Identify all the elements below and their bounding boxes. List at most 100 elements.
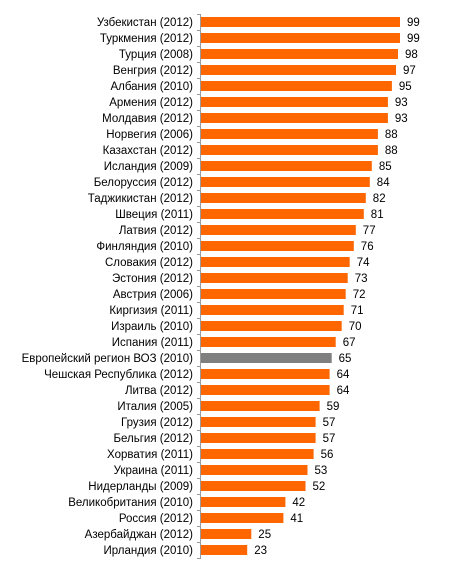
category-label: Нидерланды (2009) (88, 481, 193, 493)
value-label: 59 (327, 401, 340, 413)
bar (201, 273, 348, 283)
value-label: 57 (323, 433, 336, 445)
category-label: Австрия (2006) (113, 289, 193, 301)
bar (201, 321, 342, 331)
value-label: 70 (349, 321, 362, 333)
value-label: 95 (399, 81, 412, 93)
category-label: Исландия (2009) (104, 161, 193, 173)
bar (201, 129, 378, 139)
value-label: 73 (355, 273, 368, 285)
bar (201, 161, 372, 171)
value-label: 88 (385, 129, 398, 141)
bar (201, 385, 330, 395)
value-label: 57 (323, 417, 336, 429)
value-label: 76 (361, 241, 374, 253)
category-label: Испания (2011) (112, 337, 193, 349)
category-label: Россия (2012) (119, 513, 193, 525)
category-label: Таджикистан (2012) (88, 193, 193, 205)
value-label: 99 (407, 17, 420, 29)
bar (201, 81, 392, 91)
bar (201, 17, 400, 27)
category-label: Европейский регион ВОЗ (2010) (22, 353, 194, 365)
value-label: 77 (363, 225, 376, 237)
category-label: Италия (2005) (117, 401, 193, 413)
category-label: Латвия (2012) (119, 225, 193, 237)
bars (201, 17, 400, 555)
bar (201, 481, 306, 491)
bar (201, 433, 316, 443)
category-label: Финляндия (2010) (96, 241, 193, 253)
value-label: 65 (339, 353, 352, 365)
bar (201, 241, 354, 251)
value-label: 64 (337, 385, 350, 397)
bar (201, 257, 350, 267)
value-label: 85 (379, 161, 392, 173)
category-label: Венгрия (2012) (113, 65, 193, 77)
bar (201, 49, 398, 59)
value-label: 53 (315, 465, 328, 477)
category-label: Израиль (2010) (111, 321, 193, 333)
bar (201, 337, 336, 347)
category-label: Киргизия (2011) (109, 305, 193, 317)
category-label: Чешская Республика (2012) (44, 369, 193, 381)
bar (201, 449, 314, 459)
category-label: Норвегия (2006) (106, 129, 193, 141)
bar (201, 545, 248, 555)
value-label: 82 (373, 193, 386, 205)
category-labels: Узбекистан (2012) Туркмения (2012) Турция … (22, 17, 194, 557)
category-label: Бельгия (2012) (113, 433, 193, 445)
value-label: 81 (371, 209, 384, 221)
value-labels: 99 99 98 97 95 93 93 88 88 85 84 82 81 77 76 74 73 72 71 70… (254, 17, 420, 557)
value-label: 41 (290, 513, 303, 525)
category-label: Великобритания (2010) (68, 497, 193, 509)
category-label: Албания (2010) (110, 81, 193, 93)
bar (201, 305, 344, 315)
bar (201, 145, 378, 155)
bar (201, 497, 286, 507)
bar (201, 193, 366, 203)
bar (201, 417, 316, 427)
value-label: 71 (351, 305, 364, 317)
bar (201, 529, 252, 539)
bar (201, 33, 400, 43)
bar (201, 65, 396, 75)
category-label: Швеция (2011) (115, 209, 193, 221)
category-ticks (197, 14, 201, 559)
bar-highlight (201, 353, 332, 363)
value-label: 74 (357, 257, 370, 269)
bar (201, 369, 330, 379)
value-label: 88 (385, 145, 398, 157)
value-label: 52 (313, 481, 326, 493)
bar (201, 225, 356, 235)
bar (201, 113, 388, 123)
value-label: 42 (292, 497, 305, 509)
value-label: 56 (321, 449, 334, 461)
value-label: 67 (343, 337, 356, 349)
bar (201, 465, 308, 475)
bar (201, 209, 364, 219)
value-label: 23 (254, 545, 267, 557)
value-label: 99 (407, 33, 420, 45)
value-label: 84 (377, 177, 390, 189)
value-label: 72 (353, 289, 366, 301)
category-label: Азербайджан (2012) (85, 529, 194, 541)
category-label: Словакия (2012) (105, 257, 193, 269)
bar (201, 289, 346, 299)
category-label: Эстония (2012) (112, 273, 193, 285)
category-label: Казахстан (2012) (103, 145, 193, 157)
category-label: Грузия (2012) (121, 417, 193, 429)
category-label: Молдавия (2012) (102, 113, 193, 125)
value-label: 64 (337, 369, 350, 381)
category-label: Армения (2012) (109, 97, 193, 109)
bar (201, 177, 370, 187)
bar (201, 401, 320, 411)
category-label: Туркмения (2012) (100, 33, 193, 45)
value-label: 98 (405, 49, 418, 61)
category-label: Украина (2011) (114, 465, 194, 477)
category-label: Ирландия (2010) (103, 545, 193, 557)
category-label: Литва (2012) (125, 385, 193, 397)
value-label: 93 (395, 113, 408, 125)
category-label: Белоруссия (2012) (94, 177, 193, 189)
value-label: 97 (403, 65, 416, 77)
